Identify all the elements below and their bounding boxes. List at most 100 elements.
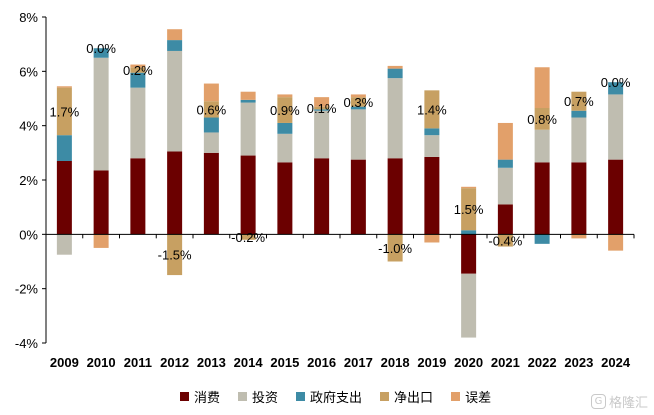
- bar-segment: [167, 151, 183, 235]
- y-tick-label: 6%: [19, 64, 38, 79]
- x-tick-label: 2024: [601, 355, 631, 370]
- bar-segment: [387, 158, 403, 235]
- legend-item-government: 政府支出: [296, 387, 362, 406]
- bar-segment: [497, 122, 513, 160]
- bar-segment: [240, 99, 256, 103]
- data-label: 1.4%: [417, 102, 447, 117]
- bar-segment: [203, 117, 219, 133]
- bar-segment: [534, 234, 550, 244]
- legend-swatch-investment: [238, 392, 248, 401]
- bar-segment: [277, 97, 293, 123]
- bar-segment: [167, 40, 183, 51]
- bar-segment: [497, 167, 513, 205]
- x-tick-label: 2017: [344, 355, 373, 370]
- data-label: 0.8%: [527, 112, 557, 127]
- bar-segment: [277, 122, 293, 134]
- bar-segment: [93, 234, 109, 248]
- data-label: -1.0%: [378, 241, 412, 256]
- y-axis: -4% -2% 0% 2% 4% 6% 8%: [15, 10, 47, 351]
- data-label: 1.5%: [454, 202, 484, 217]
- data-label: -0.2%: [231, 230, 265, 245]
- watermark: G 格隆汇: [590, 392, 648, 411]
- bar-segment: [534, 129, 550, 163]
- bar-segment: [130, 87, 146, 159]
- bar-segment: [130, 72, 146, 88]
- data-label: 0.0%: [601, 75, 631, 90]
- y-tick-label: 8%: [19, 10, 38, 25]
- bar-segment: [240, 91, 256, 100]
- legend-label-investment: 投资: [252, 391, 279, 406]
- bar-segment: [534, 108, 550, 130]
- bar-segment: [130, 64, 146, 68]
- y-tick-label: -4%: [15, 336, 39, 351]
- bar-segment: [314, 110, 330, 159]
- y-tick-label: 0%: [19, 227, 38, 242]
- bar-segment: [461, 273, 477, 338]
- bar-segment: [387, 68, 403, 79]
- bar-segment: [314, 158, 330, 235]
- legend-item-consumption: 消费: [180, 387, 220, 406]
- data-label: 0.1%: [307, 101, 337, 116]
- bars-layer: [56, 29, 624, 338]
- bar-segment: [56, 160, 72, 235]
- data-label: -0.4%: [488, 233, 522, 248]
- y-tick-label: 2%: [19, 173, 38, 188]
- bar-segment: [571, 234, 587, 239]
- bar-segment: [93, 170, 109, 235]
- bar-segment: [461, 188, 477, 231]
- bar-segment: [240, 234, 256, 240]
- legend-label-error: 误差: [465, 391, 492, 406]
- legend-label-net-exports: 净出口: [394, 391, 434, 406]
- bar-segment: [203, 101, 219, 118]
- bar-segment: [350, 97, 366, 107]
- gelonghui-logo-icon: G: [590, 394, 606, 409]
- bar-segment: [571, 162, 587, 235]
- x-tick-label: 2010: [87, 355, 116, 370]
- data-label: 1.7%: [50, 104, 80, 119]
- bar-segment: [277, 133, 293, 163]
- x-tick-label: 2014: [234, 355, 264, 370]
- bar-segment: [314, 97, 330, 107]
- bar-segment: [314, 106, 330, 110]
- x-tick-label: 2013: [197, 355, 226, 370]
- bar-segment: [424, 135, 440, 157]
- x-tick-label: 2020: [454, 355, 483, 370]
- bar-segment: [93, 57, 109, 171]
- bar-segment: [461, 234, 477, 274]
- bar-segment: [130, 67, 146, 73]
- legend-swatch-error: [451, 392, 461, 401]
- bar-segment: [56, 234, 72, 255]
- data-label: -1.5%: [158, 248, 192, 263]
- legend-label-government: 政府支出: [310, 391, 363, 406]
- data-label: 0.7%: [564, 94, 594, 109]
- bar-segment: [534, 162, 550, 235]
- bar-segment: [130, 158, 146, 235]
- bar-segment: [203, 83, 219, 102]
- bar-segment: [56, 87, 72, 136]
- bar-segment: [56, 135, 72, 161]
- bar-segment: [56, 86, 72, 88]
- bar-segment: [277, 94, 293, 98]
- bar-segment: [167, 234, 183, 276]
- watermark-text: 格隆汇: [608, 396, 648, 411]
- stacked-bar-chart: -4% -2% 0% 2% 4% 6% 8% 2009 2010 2011 2012 2013 201…: [15, 10, 635, 370]
- bar-segment: [387, 65, 403, 69]
- legend-swatch-consumption: [180, 392, 189, 401]
- x-tick-label: 2011: [124, 355, 152, 370]
- x-tick-label: 2023: [564, 355, 593, 370]
- bar-segment: [240, 102, 256, 156]
- data-label: 0.0%: [86, 41, 116, 56]
- x-axis: 2009 2010 2011 2012 2013 2014 2015 2016 2017 2018…: [45, 233, 635, 370]
- legend-swatch-net-exports: [380, 392, 390, 401]
- bar-segment: [534, 67, 550, 109]
- bar-segment: [608, 94, 624, 160]
- legend-item-investment: 投资: [238, 387, 278, 406]
- bar-segment: [497, 204, 513, 235]
- bar-segment: [167, 50, 183, 152]
- bar-segment: [203, 132, 219, 153]
- chart-legend: 消费 投资 政府支出 净出口 误差: [180, 387, 491, 406]
- x-tick-label: 2016: [307, 355, 336, 370]
- legend-swatch-government: [296, 392, 306, 401]
- bar-segment: [203, 152, 219, 235]
- bar-segment: [608, 82, 624, 95]
